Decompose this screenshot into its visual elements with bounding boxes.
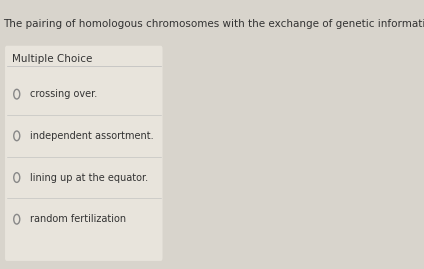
Text: lining up at the equator.: lining up at the equator. [30,172,148,183]
Text: random fertilization: random fertilization [30,214,126,224]
Text: crossing over.: crossing over. [30,89,98,99]
Text: Multiple Choice: Multiple Choice [12,54,92,64]
Text: The pairing of homologous chromosomes with the exchange of genetic information b: The pairing of homologous chromosomes wi… [3,19,424,29]
Text: independent assortment.: independent assortment. [30,131,154,141]
FancyBboxPatch shape [5,46,162,261]
